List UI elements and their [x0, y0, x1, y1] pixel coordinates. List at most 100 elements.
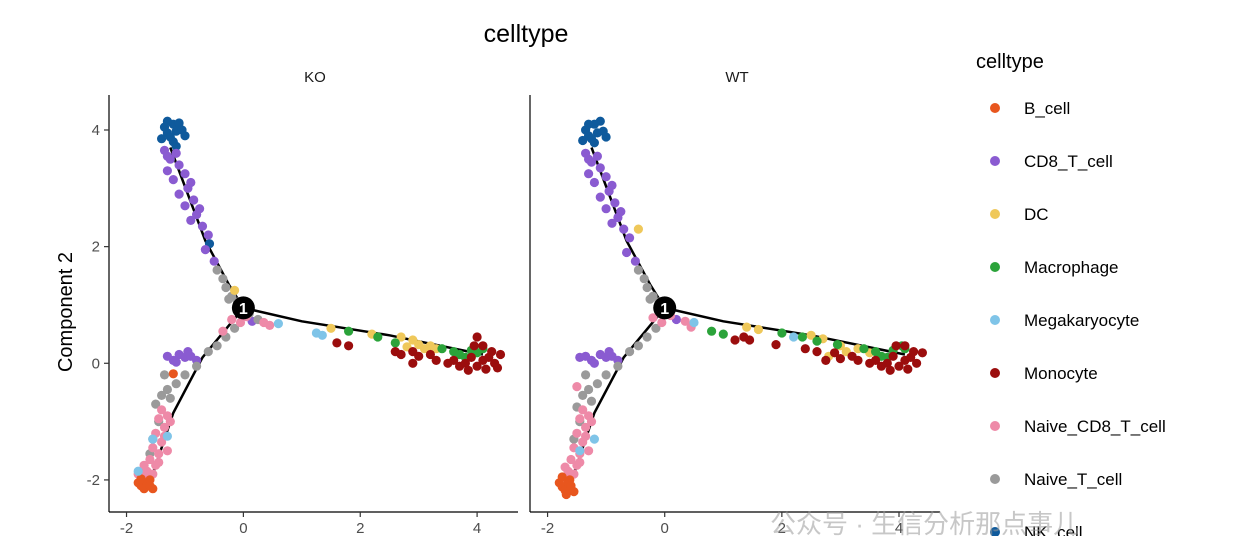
legend-key-dc	[990, 209, 1000, 219]
point-wt-naive-t-cell-4	[645, 294, 655, 304]
point-ko-b-cell-5	[148, 484, 158, 494]
point-wt-cd8-t-cell-26	[604, 347, 614, 357]
point-wt-naive-cd8-t-cell-3	[657, 317, 667, 328]
point-ko-monocyte-13	[472, 361, 482, 371]
point-wt-macrophage-1	[718, 329, 728, 339]
point-ko-naive-t-cell-8	[230, 323, 240, 333]
branch-point-wt: 1	[653, 296, 677, 320]
branch-point-label-wt: 1	[660, 301, 669, 318]
point-wt-cd8-t-cell-13	[625, 233, 635, 243]
point-ko-cd8-t-cell-26	[183, 347, 193, 357]
point-ko-megakaryocyte-3	[162, 431, 172, 441]
point-ko-nk-cell-11	[171, 141, 181, 151]
point-wt-monocyte-5	[830, 348, 840, 358]
point-ko-naive-cd8-t-cell-13	[154, 449, 164, 459]
point-wt-cd8-t-cell-9	[601, 204, 611, 214]
y-tick-label-ko: 4	[92, 122, 100, 139]
trajectory-wt	[572, 147, 906, 475]
point-ko-naive-cd8-t-cell-8	[154, 414, 164, 424]
point-ko-naive-t-cell-2	[221, 282, 231, 293]
legend-label-cd8-t-cell: CD8_T_cell	[1024, 152, 1113, 171]
point-ko-naive-cd8-t-cell-3	[235, 317, 246, 328]
panel-wt: WT 1 -2 0 2 4	[529, 69, 940, 536]
facet-label-wt: WT	[725, 69, 748, 86]
point-wt-naive-cd8-t-cell-21	[575, 457, 585, 467]
legend-title: celltype	[976, 51, 1044, 73]
point-ko-dc-1	[326, 323, 336, 333]
point-ko-naive-t-cell-0	[212, 265, 222, 275]
point-ko-naive-t-cell-17	[151, 399, 161, 409]
point-wt-cd8-t-cell-17	[592, 151, 603, 161]
point-ko-monocyte-0	[332, 338, 342, 348]
axes-wt: -2 0 2 4	[529, 95, 940, 536]
point-wt-monocyte-1	[745, 335, 755, 345]
point-ko-naive-t-cell-13	[180, 370, 190, 380]
point-ko-cd8-t-cell-2	[174, 160, 184, 170]
point-ko-monocyte-20	[472, 332, 482, 342]
point-wt-nk-cell-7	[578, 135, 588, 146]
point-wt-cd8-t-cell-2	[595, 163, 605, 173]
x-tick-label-ko: 4	[473, 520, 481, 536]
point-ko-naive-cd8-t-cell-23	[154, 457, 164, 467]
panel-ko: KO 1 -2 0 2 4 -2 0 2 4	[87, 69, 518, 536]
point-wt-cd8-t-cell-8	[610, 198, 620, 208]
point-ko-dc-0	[230, 285, 240, 295]
point-ko-monocyte-25	[408, 358, 418, 368]
point-ko-naive-t-cell-4	[224, 294, 234, 304]
point-ko-naive-cd8-t-cell-14	[145, 454, 155, 465]
legend-label-naive-cd8-t-cell: Naive_CD8_T_cell	[1024, 417, 1166, 436]
point-ko-dc-3	[396, 332, 406, 342]
point-wt-naive-t-cell-12	[592, 379, 603, 389]
point-wt-naive-t-cell-17	[586, 396, 597, 406]
point-wt-macrophage-12	[832, 340, 843, 350]
point-wt-monocyte-10	[871, 355, 881, 365]
watermark: 公众号 · 生信分析那点事儿	[770, 509, 1079, 536]
legend-key-megakaryocyte	[990, 315, 1000, 325]
point-wt-b-cell-7	[565, 475, 575, 485]
y-tick-label-ko: 2	[92, 239, 100, 256]
point-ko-naive-cd8-t-cell-2	[265, 320, 275, 330]
point-wt-cd8-t-cell-5	[589, 177, 600, 188]
branch-point-marker-ko	[231, 296, 255, 320]
legend-label-megakaryocyte: Megakaryocyte	[1024, 311, 1139, 330]
point-wt-naive-cd8-t-cell-1	[680, 316, 690, 326]
point-ko-naive-cd8-t-cell-9	[159, 422, 170, 432]
point-wt-dc-2	[753, 324, 764, 335]
point-ko-naive-t-cell-1	[218, 274, 228, 284]
point-wt-cd8-t-cell-11	[607, 218, 617, 228]
point-ko-monocyte-18	[495, 349, 506, 360]
point-wt-cd8-t-cell-15	[630, 256, 641, 266]
point-ko-monocyte-1	[344, 341, 354, 351]
point-wt-naive-cd8-t-cell-8	[581, 422, 591, 432]
point-wt-macrophage-5	[859, 344, 869, 354]
point-ko-naive-t-cell-16	[157, 390, 167, 400]
point-ko-cd8-t-cell-18	[186, 177, 196, 188]
point-ko-naive-cd8-t-cell-5	[218, 326, 228, 336]
point-wt-cd8-t-cell-27	[589, 358, 600, 368]
y-tick-label-ko: -2	[87, 472, 100, 489]
point-ko-monocyte-5	[414, 351, 424, 361]
point-wt-cd8-t-cell-4	[601, 172, 611, 182]
chart-title: celltype	[484, 20, 569, 48]
point-wt-monocyte-6	[835, 354, 846, 364]
point-ko-monocyte-22	[463, 365, 473, 375]
point-ko-cd8-t-cell-15	[209, 256, 219, 266]
point-ko-monocyte-19	[478, 341, 488, 351]
point-ko-monocyte-12	[466, 352, 476, 362]
point-ko-naive-t-cell-11	[203, 347, 213, 357]
point-wt-naive-cd8-t-cell-4	[648, 313, 658, 323]
point-wt-monocyte-12	[882, 358, 892, 368]
point-ko-cd8-t-cell-7	[174, 189, 184, 199]
x-tick-label-ko: 0	[239, 520, 247, 536]
point-wt-b-cell-5	[569, 487, 579, 497]
point-wt-dc-1	[742, 322, 752, 332]
point-wt-naive-t-cell-7	[642, 332, 652, 342]
point-ko-b-cell-6	[136, 474, 146, 484]
point-wt-cd8-t-cell-14	[622, 247, 632, 258]
point-wt-monocyte-25	[730, 335, 740, 345]
point-ko-naive-cd8-t-cell-4	[227, 314, 237, 325]
point-ko-cd8-t-cell-25	[162, 351, 172, 361]
point-wt-nk-cell-8	[589, 138, 600, 148]
point-ko-megakaryocyte-5	[133, 466, 143, 476]
